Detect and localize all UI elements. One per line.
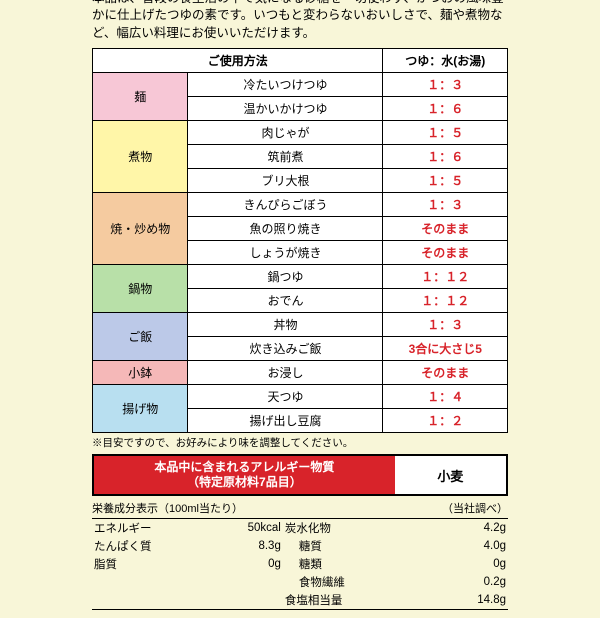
nutrition-cell: たんぱく質: [92, 537, 209, 555]
nutrition-cell: [209, 573, 282, 591]
ratio-cell: １：１２: [383, 289, 508, 313]
ratio-cell: １：５: [383, 121, 508, 145]
nutrition-cell: 炭水化物: [283, 519, 435, 538]
ratio-cell: １：５: [383, 169, 508, 193]
nutrition-cell: 糖質: [283, 537, 435, 555]
ratio-cell: そのまま: [383, 241, 508, 265]
nutrition-cell: 8.3g: [209, 537, 282, 555]
dish-cell: 炊き込みご飯: [188, 337, 383, 361]
dish-cell: しょうが焼き: [188, 241, 383, 265]
allergen-value: 小麦: [395, 456, 506, 494]
dish-cell: 筑前煮: [188, 145, 383, 169]
allergen-box: 本品中に含まれるアレルギー物質（特定原材料7品目） 小麦: [92, 454, 508, 496]
dish-cell: 冷たいつけつゆ: [188, 73, 383, 97]
nutrition-cell: 脂質: [92, 555, 209, 573]
category-cell: 小鉢: [93, 361, 188, 385]
category-cell: ご飯: [93, 313, 188, 361]
nutrition-cell: [209, 591, 282, 610]
category-cell: 麺: [93, 73, 188, 121]
nutrition-table: エネルギー50kcal炭水化物4.2gたんぱく質8.3g糖質4.0g脂質0g糖類…: [92, 518, 508, 610]
dish-cell: 魚の照り焼き: [188, 217, 383, 241]
dish-cell: お浸し: [188, 361, 383, 385]
dish-cell: きんぴらごぼう: [188, 193, 383, 217]
ratio-cell: 3合に大さじ5: [383, 337, 508, 361]
category-cell: 焼・炒め物: [93, 193, 188, 265]
category-cell: 揚げ物: [93, 385, 188, 433]
ratio-cell: そのまま: [383, 361, 508, 385]
nutrition-cell: 0g: [435, 555, 508, 573]
category-cell: 鍋物: [93, 265, 188, 313]
nutrition-cell: エネルギー: [92, 519, 209, 538]
nutrition-cell: [92, 591, 209, 610]
dish-cell: 丼物: [188, 313, 383, 337]
nutrition-cell: 食塩相当量: [283, 591, 435, 610]
nutrition-cell: 4.2g: [435, 519, 508, 538]
note-text: ※目安ですので、お好みにより味を調整してください。: [92, 435, 508, 450]
ratio-cell: １：３: [383, 313, 508, 337]
header-usage: ご使用方法: [93, 49, 383, 73]
usage-table: ご使用方法 つゆ：水(お湯) 麺冷たいつけつゆ１：３温かいかけつゆ１：６煮物肉じ…: [92, 48, 508, 433]
ratio-cell: １：２: [383, 409, 508, 433]
dish-cell: 鍋つゆ: [188, 265, 383, 289]
nutrition-cell: 糖類: [283, 555, 435, 573]
ratio-cell: １：３: [383, 193, 508, 217]
dish-cell: 揚げ出し豆腐: [188, 409, 383, 433]
nutrition-header: 栄養成分表示（100ml当たり） （当社調べ）: [92, 500, 508, 516]
category-cell: 煮物: [93, 121, 188, 193]
nutrition-cell: 50kcal: [209, 519, 282, 538]
ratio-cell: １：６: [383, 145, 508, 169]
nutrition-cell: 食物繊維: [283, 573, 435, 591]
nutrition-cell: 4.0g: [435, 537, 508, 555]
ratio-cell: そのまま: [383, 217, 508, 241]
nutrition-cell: [92, 573, 209, 591]
ratio-cell: １：４: [383, 385, 508, 409]
nutrition-cell: 0.2g: [435, 573, 508, 591]
header-ratio: つゆ：水(お湯): [383, 49, 508, 73]
intro-text: 本品は、普段の食生活の中で気になる砂糖を一切使わず、かつおの風味豊かに仕上げたつ…: [92, 0, 508, 42]
ratio-cell: １：６: [383, 97, 508, 121]
dish-cell: 温かいかけつゆ: [188, 97, 383, 121]
dish-cell: 天つゆ: [188, 385, 383, 409]
allergen-label: 本品中に含まれるアレルギー物質（特定原材料7品目）: [94, 456, 395, 494]
nutrition-cell: 0g: [209, 555, 282, 573]
ratio-cell: １：１２: [383, 265, 508, 289]
dish-cell: 肉じゃが: [188, 121, 383, 145]
dish-cell: ブリ大根: [188, 169, 383, 193]
dish-cell: おでん: [188, 289, 383, 313]
ratio-cell: １：３: [383, 73, 508, 97]
nutrition-cell: 14.8g: [435, 591, 508, 610]
